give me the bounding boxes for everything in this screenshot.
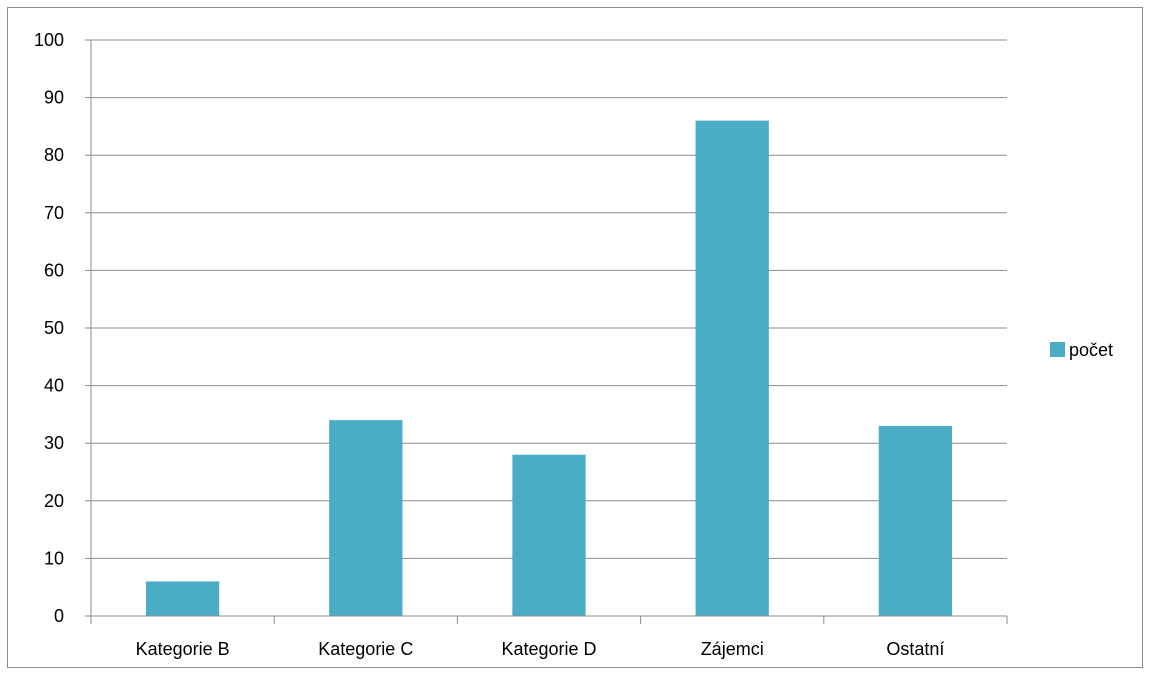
legend-label: počet [1069,340,1113,360]
legend: počet [1050,340,1113,360]
bar [878,425,953,616]
y-tick-label: 40 [44,376,64,396]
x-tick-labels: Kategorie B Kategorie C Kategorie D Zájemci… [136,639,945,659]
y-tick-label: 10 [44,548,64,568]
y-tick-labels: 0 10 20 30 40 50 60 70 80 90 100 [34,30,64,626]
x-tick-label: Kategorie B [136,639,230,659]
bar [329,420,403,616]
bar [512,454,586,616]
legend-swatch [1050,342,1065,357]
y-tick-label: 80 [44,145,64,165]
y-tick-label: 30 [44,433,64,453]
axes [85,39,1008,624]
x-tick-label: Zájemci [701,639,764,659]
y-tick-label: 70 [44,203,64,223]
bar [145,581,220,616]
gridlines [91,39,1007,559]
y-tick-label: 0 [54,606,64,626]
y-tick-label: 60 [44,260,64,280]
y-tick-label: 100 [34,30,64,50]
x-tick-label: Kategorie D [501,639,596,659]
bars [145,120,953,616]
bar [695,120,769,616]
y-tick-label: 90 [44,88,64,108]
y-tick-label: 20 [44,491,64,511]
x-tick-label: Ostatní [886,639,944,659]
y-tick-label: 50 [44,318,64,338]
x-tick-label: Kategorie C [318,639,413,659]
